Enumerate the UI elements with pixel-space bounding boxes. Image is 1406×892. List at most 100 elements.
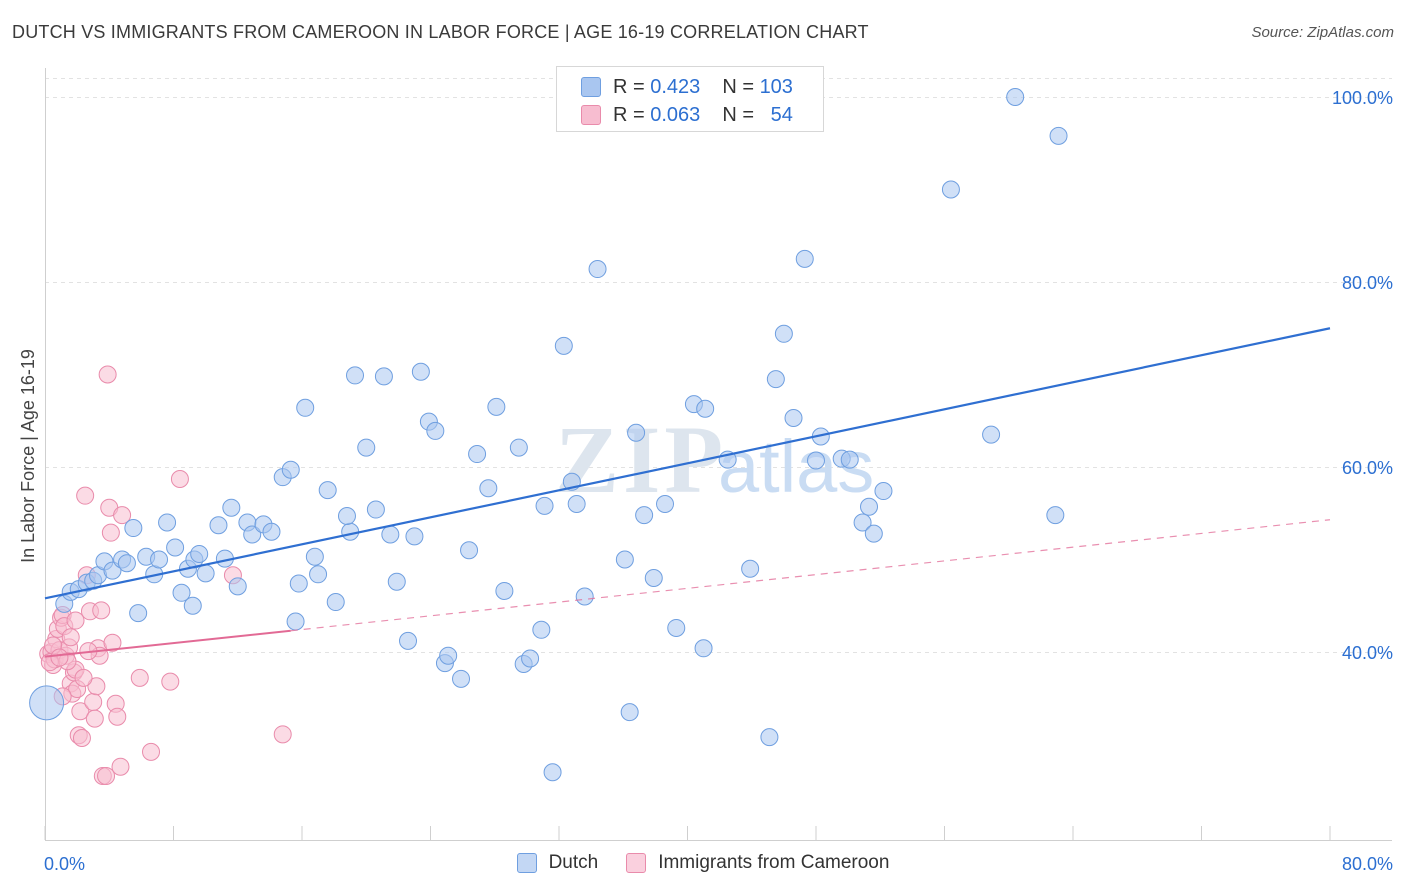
dutch-point [439,646,458,665]
dutch-point [124,519,143,538]
dutch-point [656,495,675,513]
x-tick-label: 0.0% [44,854,85,874]
dutch-point [532,620,551,639]
dutch-point [860,497,879,516]
dutch-point [741,559,760,578]
dutch-point [228,577,247,596]
dutch-point [411,362,430,381]
dutch-point [667,618,686,637]
legend-item-cameroon[interactable]: Immigrants from Cameroon [626,852,889,874]
dutch-point [495,581,514,600]
chart-title: DUTCH VS IMMIGRANTS FROM CAMEROON IN LAB… [12,22,869,42]
dutch-point [222,498,241,517]
cameroon-point [72,729,91,748]
dutch-point [289,574,308,593]
cameroon-point [130,668,149,687]
dutch-point [941,180,960,199]
dutch-point [620,703,639,722]
dutch-point [296,398,315,417]
y-tick-label: 60.0% [1342,458,1393,478]
dutch-point [874,482,893,501]
dutch-point [405,527,424,546]
cameroon-point [98,365,117,384]
dutch-point [575,587,594,606]
dutch-point [209,516,228,535]
cameroon-point [161,672,180,691]
cameroon-n-value: 54 [770,103,793,126]
dutch-point [150,550,169,569]
dutch-point [554,336,573,355]
legend-row-dutch: R = 0.423 N = 103 [581,73,793,101]
legend-item-dutch[interactable]: Dutch [516,852,598,874]
dutch-point [158,513,177,532]
dutch-point [615,550,634,569]
dutch-point [521,649,540,668]
r-label: R = [613,75,645,98]
dutch-point [337,507,356,526]
dutch-point [468,445,487,464]
y-tick-label: 100.0% [1332,88,1393,108]
cameroon-trend-extension [290,519,1331,632]
dutch-point [982,425,1001,444]
n-label: N = [722,75,754,98]
dutch-point [784,408,803,427]
n-label: N = [722,103,754,126]
dutch-point [387,572,406,591]
dutch-point [29,685,65,721]
cameroon-point [113,506,132,525]
cameroon-point [61,628,80,647]
cameroon-point [170,470,189,489]
tick-labels: 40.0% 60.0% 80.0% 100.0% 0.0% 80.0% [44,88,1393,874]
dutch-point [460,541,479,560]
dutch-point [366,500,385,519]
x-tick-label: 80.0% [1342,854,1393,874]
cameroon-point [50,648,69,667]
watermark-zip: ZIP [555,406,727,513]
cameroon-points [39,365,292,785]
source-credit: Source: ZipAtlas.com [1251,24,1394,41]
y-tick-label: 40.0% [1342,643,1393,663]
dutch-point [588,260,607,279]
dutch-r-value: 0.423 [650,75,701,98]
dutch-point [129,604,148,623]
dutch-point [346,366,365,385]
cameroon-swatch [581,105,601,125]
dutch-point [696,399,715,418]
cameroon-point [76,486,95,505]
dutch-point [196,564,215,583]
dutch-point [426,421,445,440]
dutch-point [627,423,646,442]
dutch-point [795,249,814,268]
dutch-legend-swatch [516,853,537,873]
dutch-point [452,669,471,688]
dutch-n-value: 103 [759,75,793,98]
cameroon-point [97,766,116,785]
dutch-swatch [581,77,601,97]
dutch-point [774,324,793,343]
y-axis-label: In Labor Force | Age 16-19 [18,349,38,563]
dutch-point [281,460,300,479]
cameroon-point [66,611,85,630]
dutch-point [243,525,262,544]
dutch-point [326,593,345,612]
dutch-point [117,554,136,573]
cameroon-point [273,725,292,744]
dutch-point [535,496,554,515]
dutch-point [183,596,202,615]
dutch-point [644,569,663,587]
dutch-point [190,544,209,563]
dutch-point [853,513,872,532]
dutch-point [399,631,418,650]
cameroon-legend-label: Immigrants from Cameroon [658,852,890,873]
stats-legend: R = 0.423 N = 103 R = 0.063 N = 54 [556,66,824,132]
dutch-point [635,506,654,525]
cameroon-point [103,633,122,652]
cameroon-point [101,523,120,542]
cameroon-point [85,709,104,728]
dutch-trend-line [44,327,1331,600]
y-tick-label: 80.0% [1342,273,1393,293]
dutch-point [318,481,337,500]
r-label: R = [613,103,645,126]
dutch-point [1006,88,1025,106]
